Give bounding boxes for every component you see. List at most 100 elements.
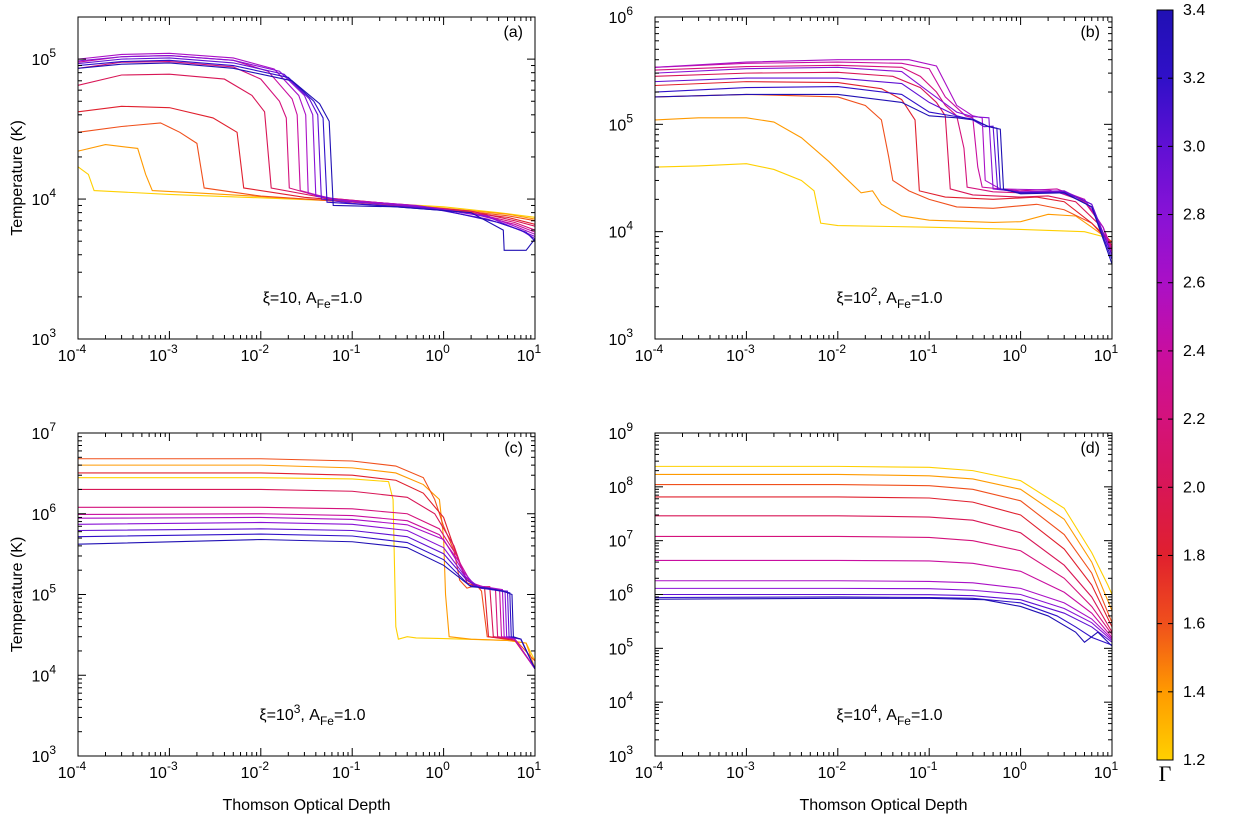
series-line-gamma-2 [655, 515, 1112, 633]
y-tick-exponent: 6 [626, 4, 633, 18]
x-tick-exponent: 1 [1112, 342, 1119, 356]
y-tick-label: 105 [32, 46, 57, 69]
x-tick-exponent: -2 [835, 342, 846, 356]
y-tick-exponent: 8 [626, 474, 633, 488]
series-line-gamma-1.8 [655, 496, 1112, 628]
series-group [655, 465, 1112, 647]
y-tick-exponent: 3 [49, 743, 56, 757]
series-line-gamma-3 [78, 528, 535, 670]
annotation-xi-exponent: 3 [294, 702, 301, 716]
x-tick-label: 101 [1094, 759, 1119, 782]
y-tick-exponent: 9 [626, 420, 633, 434]
x-tick-label: 10-2 [241, 342, 270, 365]
x-tick-exponent: -1 [927, 342, 938, 356]
annotation-afe-value: =1.0 [911, 290, 943, 307]
series-line-gamma-2.6 [78, 52, 535, 235]
y-tick-label: 105 [609, 635, 634, 658]
y-tick-exponent: 7 [626, 528, 633, 542]
annotation-afe-value: =1.0 [911, 707, 943, 724]
x-tick-label: 10-4 [58, 759, 87, 782]
y-tick-exponent: 5 [626, 111, 633, 125]
annotation: ξ=10, AFe=1.0 [263, 290, 363, 311]
x-tick-exponent: 0 [443, 759, 450, 773]
annotation-afe-subscript: Fe [897, 714, 911, 728]
x-tick-exponent: -2 [258, 342, 269, 356]
series-line-gamma-1.4 [655, 117, 1112, 243]
x-tick-label: 10-2 [818, 342, 847, 365]
x-tick-label: 101 [517, 759, 542, 782]
annotation-afe: , A [297, 290, 317, 307]
annotation-xi-exponent: 2 [871, 285, 878, 299]
series-line-gamma-2.2 [655, 535, 1112, 635]
y-tick-label: 104 [609, 689, 634, 712]
panel-label: (c) [504, 440, 523, 457]
x-tick-label: 100 [425, 342, 450, 365]
y-tick-label: 108 [609, 474, 634, 497]
colorbar-tick-label: 1.8 [1183, 547, 1205, 564]
x-tick-exponent: -1 [350, 342, 361, 356]
y-axis-label: Temperature (K) [9, 120, 26, 236]
colorbar-tick-label: 3.2 [1183, 70, 1205, 87]
series-line-gamma-3.2 [78, 59, 535, 242]
series-line-gamma-2.8 [655, 66, 1112, 256]
y-tick-exponent: 4 [626, 219, 633, 233]
x-tick-label: 10-1 [332, 759, 361, 782]
series-line-gamma-2.6 [655, 580, 1112, 640]
x-tick-label: 10-3 [149, 342, 178, 365]
colorbar-tick-label: 2.0 [1183, 479, 1205, 496]
colorbar-label: Γ [1159, 761, 1172, 786]
x-tick-label: 10-4 [635, 342, 664, 365]
y-tick-exponent: 3 [626, 326, 633, 340]
y-tick-label: 103 [32, 326, 57, 349]
annotation-afe: , A [877, 707, 897, 724]
x-tick-exponent: -1 [927, 759, 938, 773]
x-tick-exponent: -4 [653, 759, 664, 773]
annotation: ξ=102, AFe=1.0 [836, 285, 942, 311]
series-line-gamma-2.8 [78, 55, 535, 238]
plot-frame [77, 16, 536, 340]
x-tick-exponent: -4 [653, 342, 664, 356]
x-tick-exponent: -4 [76, 759, 87, 773]
colorbar-tick-label: 1.6 [1183, 616, 1205, 633]
x-tick-label: 10-3 [726, 342, 755, 365]
annotation-afe-value: =1.0 [331, 290, 363, 307]
series-line-gamma-2.4 [78, 513, 535, 670]
x-tick-label: 10-1 [909, 759, 938, 782]
series-line-gamma-3.2 [78, 533, 535, 670]
panel-d: 10-4 10-3 10-2 10-1 100 101103104105106107108… [609, 420, 1119, 814]
x-tick-label: 10-3 [726, 759, 755, 782]
series-group [655, 59, 1112, 265]
series-line-gamma-3.2 [655, 85, 1112, 260]
annotation-xi-exponent: 4 [871, 702, 878, 716]
series-line-gamma-3.4 [655, 597, 1112, 647]
x-tick-exponent: -3 [167, 342, 178, 356]
series-line-gamma-1.2 [78, 477, 535, 662]
x-tick-exponent: -3 [744, 342, 755, 356]
x-tick-exponent: 0 [1020, 759, 1027, 773]
series-line-gamma-2.4 [655, 61, 1112, 252]
x-tick-exponent: 0 [443, 342, 450, 356]
y-tick-label: 106 [609, 4, 634, 27]
series-line-gamma-1.4 [655, 473, 1112, 611]
x-tick-label: 100 [1002, 342, 1027, 365]
series-line-gamma-3 [78, 57, 535, 240]
y-tick-label: 104 [609, 219, 634, 242]
annotation-afe-subscript: Fe [320, 714, 334, 728]
y-tick-label: 104 [32, 186, 57, 209]
y-tick-label: 106 [609, 582, 634, 605]
x-tick-label: 10-4 [58, 342, 87, 365]
y-tick-label: 107 [609, 528, 634, 551]
y-tick-label: 103 [609, 743, 634, 766]
x-tick-exponent: -1 [350, 759, 361, 773]
series-line-gamma-1.6 [655, 484, 1112, 623]
annotation-afe-value: =1.0 [334, 707, 366, 724]
x-tick-exponent: -3 [167, 759, 178, 773]
x-axis-label: Thomson Optical Depth [799, 797, 967, 814]
series-line-gamma-2.6 [78, 516, 535, 670]
y-tick-label: 105 [609, 111, 634, 134]
y-axis-label: Temperature (K) [9, 537, 26, 653]
annotation-afe-subscript: Fe [317, 297, 331, 311]
x-tick-exponent: -4 [76, 342, 87, 356]
series-group [78, 458, 535, 670]
